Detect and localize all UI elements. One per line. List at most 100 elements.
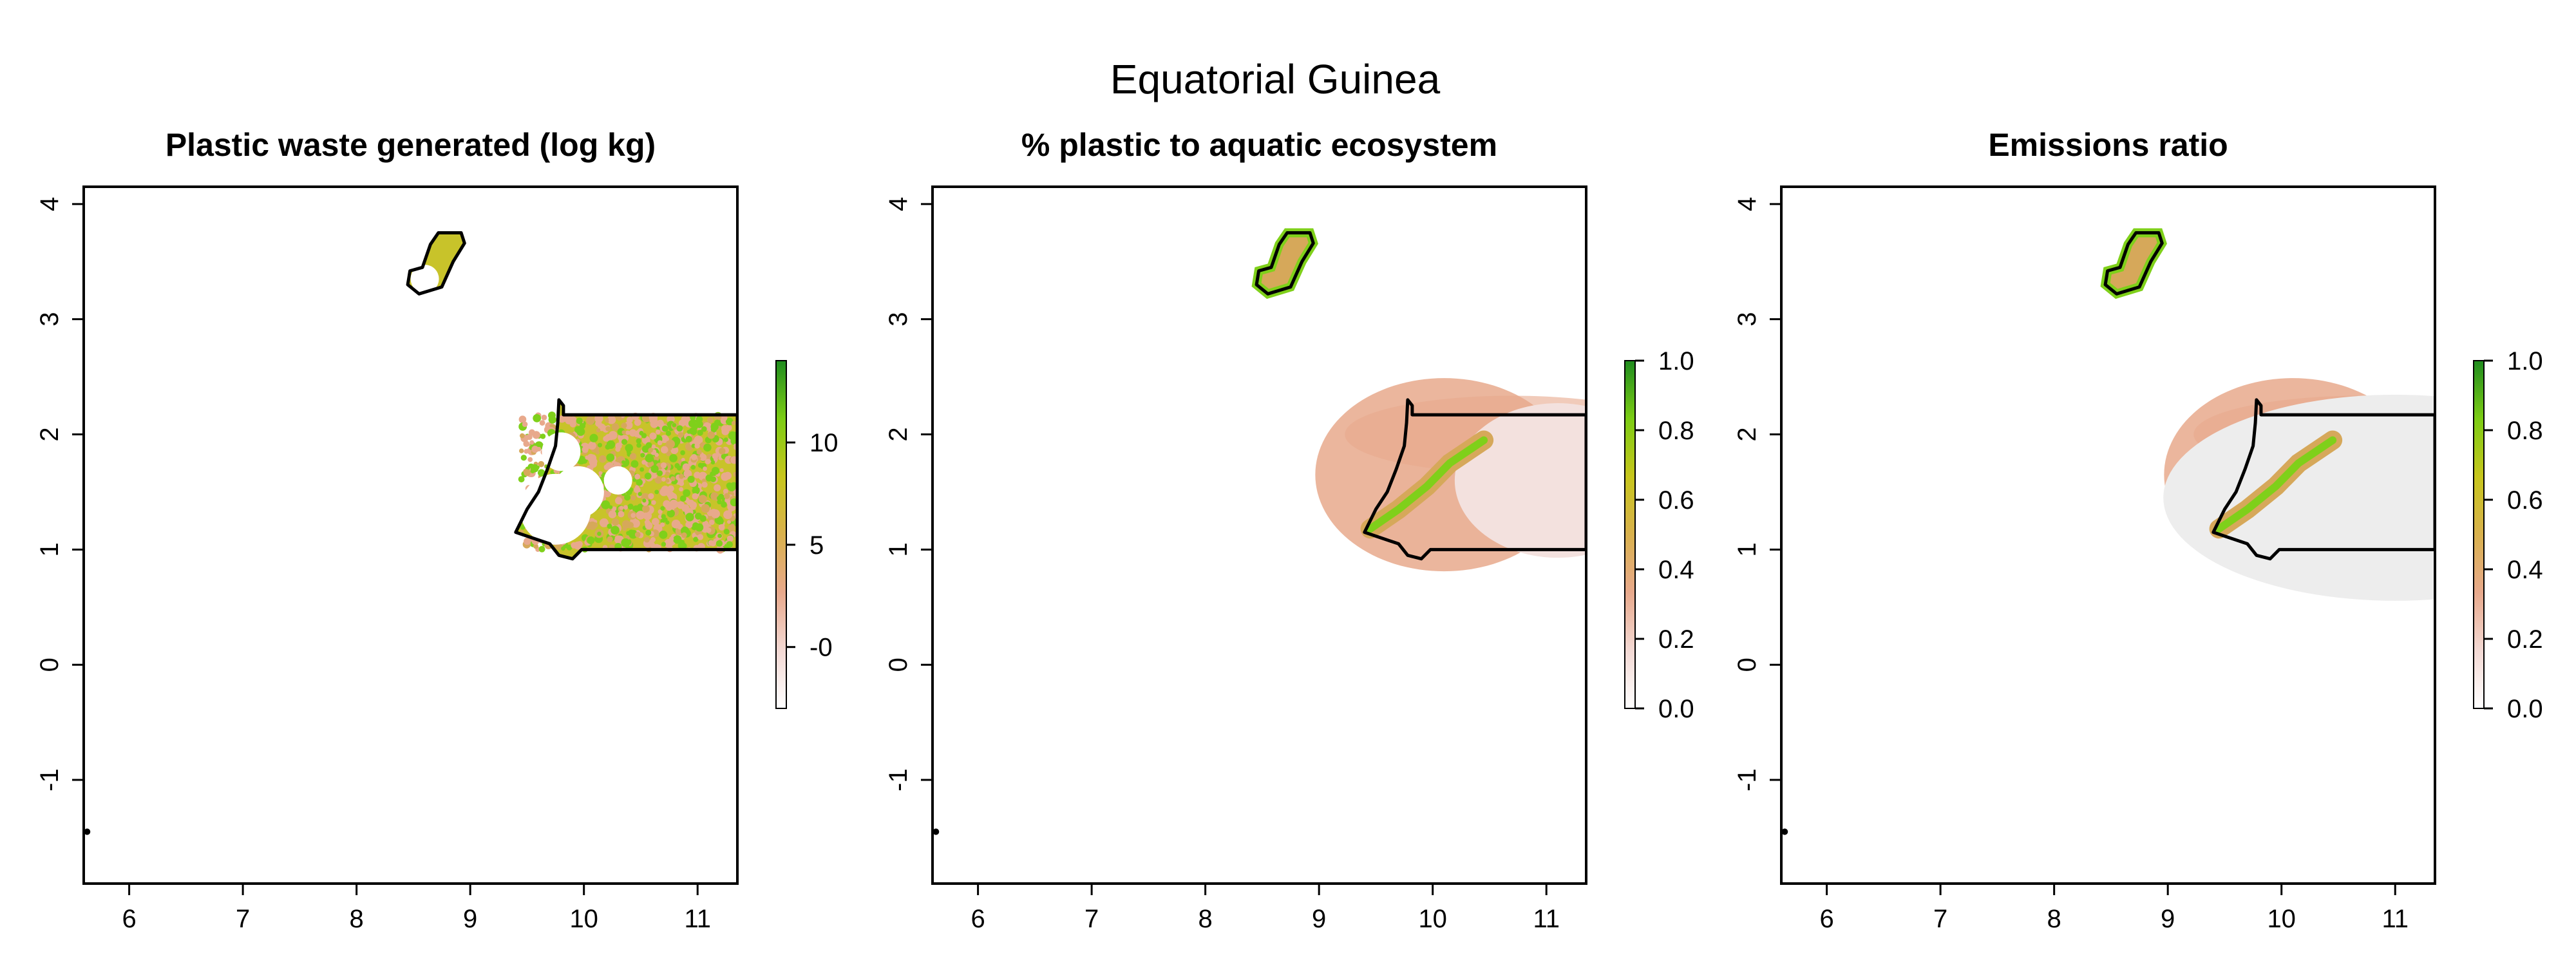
y-axis: -1 0 1 2 3 4 [35,197,84,791]
speckle-dot [665,430,672,436]
speckle-dot [608,510,617,518]
speckle-dot [619,506,624,510]
speckle-dot [731,421,736,426]
speckle-dot [648,493,654,500]
speckle-dot [630,460,639,468]
speckle-dot [719,448,726,455]
speckle-dot [697,462,703,468]
legend-tick-label: 0.8 [2507,417,2543,445]
speckle-dot [661,514,667,519]
legend-tick-label: -0 [810,634,833,662]
y-tick-label: 4 [884,197,913,211]
speckle-dot [523,440,530,447]
speckle-dot [524,537,531,545]
speckle-dot [607,524,612,529]
speckle-dot [605,417,610,423]
y-tick-label: 2 [1733,427,1761,441]
x-tick-label: 10 [2267,905,2296,933]
speckle-dot [586,416,595,425]
speckle-dot [644,472,652,480]
speckle-dot [698,471,708,481]
empty-patch [410,265,439,294]
speckle-dot [606,453,615,462]
x-tick-label: 10 [1418,905,1447,933]
speckle-dot [636,438,641,444]
speckle-dot [598,471,603,475]
x-tick-label: 10 [569,905,598,933]
speckle-dot [701,482,708,488]
speckle-dot [518,476,525,483]
speckle-dot [685,513,694,522]
speckle-dot [656,470,663,477]
speckle-dot [652,518,659,526]
speckle-dot [518,415,527,424]
speckle-dot [644,519,650,526]
x-tick-label: 7 [236,905,250,933]
speckle-dot [654,455,659,462]
speckle-dot [519,433,525,439]
land-fill [408,232,737,559]
speckle-dot [518,448,524,453]
legend-tick-label: 0.4 [2507,556,2543,584]
speckle-dot [682,463,690,471]
speckle-dot [712,453,719,460]
speckle-dot [627,522,634,529]
speckle-dot [718,524,725,531]
speckle-dot [539,420,545,426]
speckle-dot [626,416,633,423]
x-tick-label: 11 [1533,905,1560,933]
speckle-dot [716,495,722,501]
speckle-dot [698,495,707,504]
panel-title: % plastic to aquatic ecosystem [1021,127,1497,163]
speckle-dot [588,441,596,450]
plot-frame [82,185,739,885]
speckle-dot [730,498,737,507]
legend-tick-label: 10 [810,429,838,457]
x-axis: 6 7 8 9 10 11 [971,884,1560,933]
speckle-dot [597,442,603,448]
speckle-dot [680,450,685,455]
speckle-dot [688,419,696,428]
speckle-dot [644,536,650,543]
speckle-dot [671,519,681,529]
speckle-dot [614,497,623,505]
legend-tick-label: 0.6 [1658,486,1694,515]
speckle-dot [566,544,573,551]
speckle-dot [696,449,702,455]
speckle-dot [541,414,547,421]
speckle-dot [703,443,712,452]
bioko-outline [406,231,466,296]
speckle-dot [665,520,670,525]
speckle-dot [669,499,679,509]
speckle-dot [650,537,656,543]
legend-tick-label: 0.2 [2507,625,2543,654]
speckle-dot [687,475,695,483]
speckle-dot [621,422,627,429]
speckle-dot [589,454,597,462]
speckle-dot [716,518,724,526]
speckle-dot [621,439,628,445]
speckle-dot [665,437,670,441]
speckle-dot [670,448,676,453]
mainland-outline [514,398,737,561]
speckle-dot [609,417,616,424]
speckle-dot [723,510,733,520]
speckle-dot [717,533,722,538]
speckle-dot [726,520,732,524]
y-tick-label: 3 [884,312,913,327]
speckle-dot [591,464,595,469]
speckle-dot [681,457,685,462]
speckle-dot [660,522,665,527]
y-tick-label: 4 [1733,197,1761,211]
map-panels: Plastic waste generated (log kg)6 7 8 9 10 11… [35,127,2543,933]
bioko-island-region [2105,232,2163,294]
y-tick-label: 1 [884,542,913,556]
speckle-dot [582,446,589,453]
speckle-dot [624,494,631,501]
speckle-dot [537,469,545,477]
speckle-dot [597,531,601,536]
empty-patch [552,466,604,518]
panel-title: Emissions ratio [1988,127,2228,163]
y-tick-label: -1 [884,768,913,791]
legend-colorbar: -0 5 10 [775,360,838,709]
